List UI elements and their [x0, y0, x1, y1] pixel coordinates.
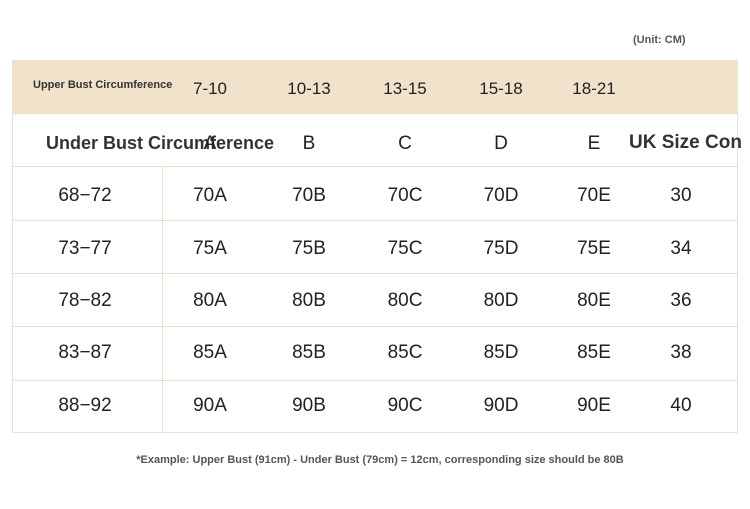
- uk-size: 30: [670, 185, 692, 206]
- bra-size: 75B: [292, 238, 326, 259]
- under-bust-range: 83−87: [58, 342, 112, 363]
- header-background: [12, 60, 738, 113]
- upper-range: 10-13: [287, 79, 331, 98]
- bra-size: 75D: [483, 238, 519, 259]
- row-divider: [12, 326, 738, 327]
- column-divider: [162, 166, 163, 433]
- uk-size: 40: [670, 395, 692, 416]
- bra-size: 70D: [483, 185, 519, 206]
- bra-size: 80E: [577, 290, 611, 311]
- row-divider: [12, 113, 738, 114]
- bra-size: 90B: [292, 395, 326, 416]
- bra-size: 90C: [387, 395, 423, 416]
- size-table: [12, 60, 738, 433]
- under-bust-range: 78−82: [58, 290, 112, 311]
- bra-size: 85B: [292, 342, 326, 363]
- unit-label: (Unit: CM): [633, 34, 686, 46]
- under-bust-range: 73−77: [58, 238, 112, 259]
- bra-size: 80A: [193, 290, 227, 311]
- under-bust-label: Under Bust Circumference: [46, 133, 275, 153]
- bra-size: 85A: [193, 342, 227, 363]
- bra-size: 70B: [292, 185, 326, 206]
- row-divider: [12, 166, 738, 167]
- bra-size: 70C: [387, 185, 423, 206]
- footnote: *Example: Upper Bust (91cm) - Under Bust…: [136, 454, 624, 466]
- bra-size: 75E: [577, 238, 611, 259]
- cup-letter: C: [398, 133, 412, 154]
- upper-range: 13-15: [383, 79, 427, 98]
- bra-size: 70E: [577, 185, 611, 206]
- bra-size: 85D: [483, 342, 519, 363]
- bra-size: 85C: [387, 342, 423, 363]
- bra-size: 90A: [193, 395, 227, 416]
- row-divider: [12, 220, 738, 221]
- bra-size: 85E: [577, 342, 611, 363]
- uk-size: 38: [670, 342, 692, 363]
- upper-range: 18-21: [572, 79, 616, 98]
- cup-letter: B: [302, 133, 316, 154]
- bra-size: 80D: [483, 290, 519, 311]
- row-divider: [12, 380, 738, 381]
- upper-range: 7-10: [192, 79, 228, 98]
- bra-size: 90D: [483, 395, 519, 416]
- bra-size: 75A: [193, 238, 227, 259]
- upper-range: 15-18: [479, 79, 523, 98]
- bra-size: 70A: [193, 185, 227, 206]
- cup-letter: D: [494, 133, 508, 154]
- row-divider: [12, 273, 738, 274]
- bra-size: 80C: [387, 290, 423, 311]
- cup-letter: E: [587, 133, 601, 154]
- bra-size: 90E: [577, 395, 611, 416]
- under-bust-range: 68−72: [58, 185, 112, 206]
- uk-size: 36: [670, 290, 692, 311]
- uk-size-header: UK Size Con: [629, 132, 742, 153]
- cup-letter: A: [203, 133, 217, 154]
- bra-size: 80B: [292, 290, 326, 311]
- upper-bust-label: Upper Bust Circumference: [33, 79, 173, 91]
- under-bust-range: 88−92: [58, 395, 112, 416]
- bra-size: 75C: [387, 238, 423, 259]
- uk-size: 34: [670, 238, 692, 259]
